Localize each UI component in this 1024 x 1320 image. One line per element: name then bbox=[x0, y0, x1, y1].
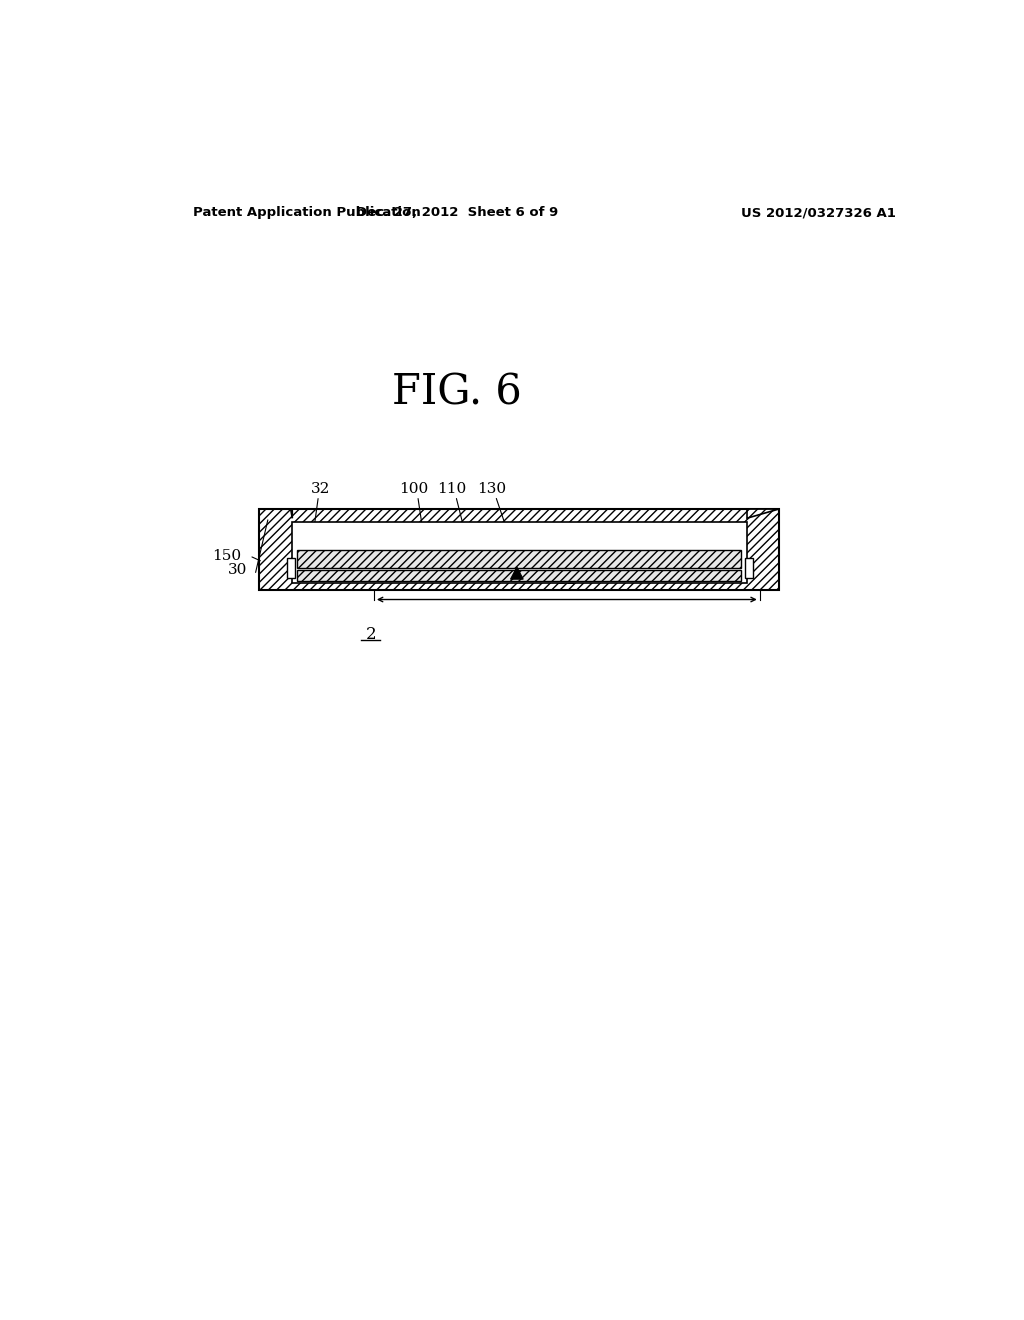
Text: 2: 2 bbox=[366, 626, 376, 643]
Text: 32: 32 bbox=[310, 482, 330, 496]
Text: US 2012/0327326 A1: US 2012/0327326 A1 bbox=[741, 206, 896, 219]
Bar bbox=[297, 570, 741, 581]
Text: 150: 150 bbox=[212, 549, 242, 562]
Text: 31: 31 bbox=[295, 566, 314, 579]
Bar bbox=[287, 558, 295, 578]
Bar bbox=[297, 570, 741, 581]
Text: FIG. 6: FIG. 6 bbox=[392, 371, 522, 413]
Text: 110: 110 bbox=[437, 482, 466, 496]
Bar bbox=[745, 558, 754, 578]
Text: Dec. 27, 2012  Sheet 6 of 9: Dec. 27, 2012 Sheet 6 of 9 bbox=[356, 206, 558, 219]
Polygon shape bbox=[746, 510, 779, 519]
Text: Patent Application Publication: Patent Application Publication bbox=[194, 206, 421, 219]
Text: 100: 100 bbox=[399, 482, 428, 496]
Bar bbox=[297, 549, 741, 568]
Polygon shape bbox=[259, 510, 292, 519]
Bar bbox=[259, 510, 778, 590]
Text: 30: 30 bbox=[227, 564, 247, 577]
Text: 130: 130 bbox=[477, 482, 506, 496]
Bar bbox=[292, 523, 748, 583]
Text: S2: S2 bbox=[556, 572, 578, 589]
Bar bbox=[297, 549, 741, 568]
Bar bbox=[259, 510, 778, 590]
Polygon shape bbox=[511, 568, 523, 579]
